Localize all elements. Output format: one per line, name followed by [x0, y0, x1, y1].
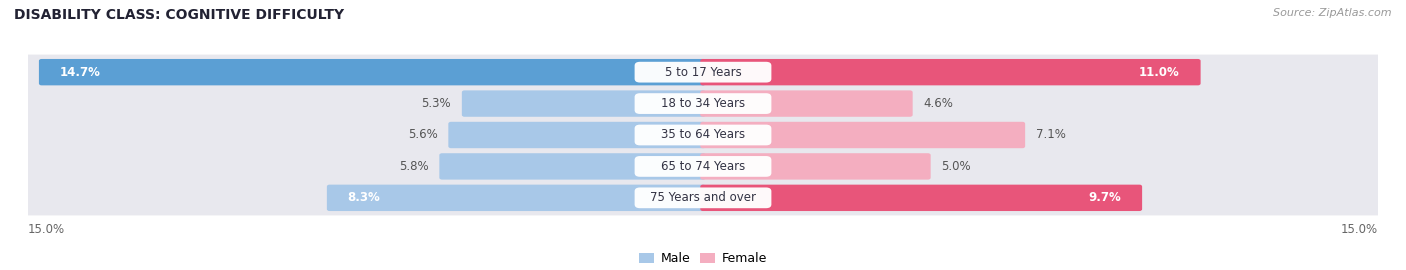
Text: 7.1%: 7.1% [1036, 129, 1066, 141]
FancyBboxPatch shape [700, 122, 1025, 148]
FancyBboxPatch shape [634, 156, 772, 177]
FancyBboxPatch shape [22, 86, 1384, 121]
FancyBboxPatch shape [634, 62, 772, 83]
FancyBboxPatch shape [22, 180, 1384, 215]
FancyBboxPatch shape [22, 149, 1384, 184]
FancyBboxPatch shape [326, 185, 706, 211]
Text: 5 to 17 Years: 5 to 17 Years [665, 66, 741, 79]
FancyBboxPatch shape [22, 117, 1384, 153]
Text: 18 to 34 Years: 18 to 34 Years [661, 97, 745, 110]
Text: 4.6%: 4.6% [924, 97, 953, 110]
FancyBboxPatch shape [700, 90, 912, 117]
Text: 15.0%: 15.0% [28, 223, 65, 236]
FancyBboxPatch shape [634, 187, 772, 208]
Legend: Male, Female: Male, Female [634, 247, 772, 270]
Text: 35 to 64 Years: 35 to 64 Years [661, 129, 745, 141]
FancyBboxPatch shape [461, 90, 706, 117]
Text: 5.6%: 5.6% [408, 129, 437, 141]
Text: 8.3%: 8.3% [347, 191, 380, 204]
Text: 11.0%: 11.0% [1139, 66, 1180, 79]
Text: 5.3%: 5.3% [422, 97, 451, 110]
Text: DISABILITY CLASS: COGNITIVE DIFFICULTY: DISABILITY CLASS: COGNITIVE DIFFICULTY [14, 8, 344, 22]
Text: 75 Years and over: 75 Years and over [650, 191, 756, 204]
Text: 15.0%: 15.0% [1341, 223, 1378, 236]
FancyBboxPatch shape [439, 153, 706, 180]
FancyBboxPatch shape [39, 59, 706, 85]
FancyBboxPatch shape [700, 185, 1142, 211]
FancyBboxPatch shape [22, 55, 1384, 90]
Text: 14.7%: 14.7% [59, 66, 100, 79]
FancyBboxPatch shape [634, 93, 772, 114]
Text: Source: ZipAtlas.com: Source: ZipAtlas.com [1274, 8, 1392, 18]
Text: 5.8%: 5.8% [399, 160, 429, 173]
FancyBboxPatch shape [449, 122, 706, 148]
Text: 5.0%: 5.0% [942, 160, 972, 173]
Text: 65 to 74 Years: 65 to 74 Years [661, 160, 745, 173]
FancyBboxPatch shape [700, 59, 1201, 85]
FancyBboxPatch shape [700, 153, 931, 180]
FancyBboxPatch shape [634, 125, 772, 145]
Text: 9.7%: 9.7% [1088, 191, 1122, 204]
